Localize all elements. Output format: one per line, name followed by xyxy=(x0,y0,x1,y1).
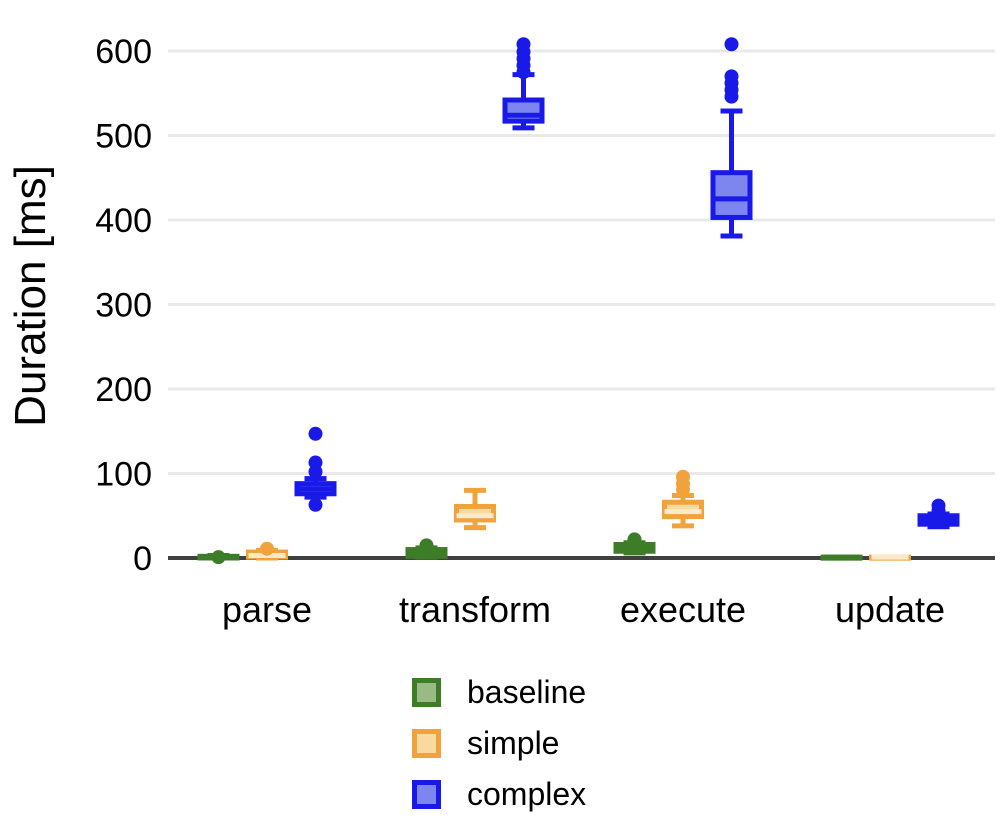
box-plot-baseline-parse xyxy=(197,550,240,565)
outlier-dot xyxy=(516,37,531,52)
y-tick-label: 200 xyxy=(95,371,152,409)
box xyxy=(710,170,753,220)
legend-swatch-complex xyxy=(412,779,441,809)
box-plot-baseline-update xyxy=(820,554,863,561)
x-category-label: update xyxy=(835,589,945,630)
x-category-label: transform xyxy=(399,589,551,630)
outlier-dot xyxy=(419,538,434,553)
legend-label: simple xyxy=(467,725,560,761)
outlier-dot xyxy=(931,498,946,513)
box-plot-complex-transform xyxy=(502,37,545,131)
y-tick-label: 300 xyxy=(95,286,152,324)
outlier-dot xyxy=(308,426,323,441)
axis-layer: 0 100 200 300 400 500 600 parse transform execute… xyxy=(95,33,995,630)
outlier-dot xyxy=(308,497,323,512)
legend-item-simple: simple xyxy=(412,725,586,761)
grid-layer xyxy=(168,49,995,475)
box-plot-simple-execute xyxy=(662,469,704,529)
legend-swatch-baseline xyxy=(412,677,441,707)
legend-label: complex xyxy=(467,776,587,812)
y-tick-label: 100 xyxy=(95,455,152,493)
outlier-dot xyxy=(627,532,642,547)
y-tick-label: 500 xyxy=(95,117,152,155)
box-plot-simple-parse xyxy=(246,541,288,561)
plot-layer xyxy=(197,37,960,565)
outlier-dot xyxy=(676,469,690,484)
box xyxy=(502,97,545,124)
legend-label: baseline xyxy=(467,674,587,710)
legend: baseline simple complex xyxy=(412,674,586,812)
box-plot-baseline-execute xyxy=(613,532,656,556)
box-plot-complex-parse xyxy=(294,426,337,512)
legend-swatch-simple xyxy=(412,728,441,758)
x-category-label: execute xyxy=(620,589,746,630)
box-plot-complex-execute xyxy=(710,37,753,239)
y-tick-label: 400 xyxy=(95,202,152,240)
outlier-dot xyxy=(724,69,739,84)
outlier-dot xyxy=(308,455,323,470)
box-plot-complex-update xyxy=(917,498,960,530)
box-plot-baseline-transform xyxy=(405,538,448,560)
y-axis-title: Duration [ms] xyxy=(6,165,55,427)
outlier-dot xyxy=(724,37,739,52)
legend-item-complex: complex xyxy=(412,776,586,812)
outlier-dot xyxy=(211,550,226,565)
legend-item-baseline: baseline xyxy=(412,674,586,710)
y-tick-label: 0 xyxy=(133,540,152,578)
x-category-label: parse xyxy=(222,589,312,630)
y-tick-label: 600 xyxy=(95,33,152,71)
box-plot-simple-transform xyxy=(454,487,496,531)
box-plot-simple-update xyxy=(869,554,911,561)
outlier-dot xyxy=(260,541,274,556)
